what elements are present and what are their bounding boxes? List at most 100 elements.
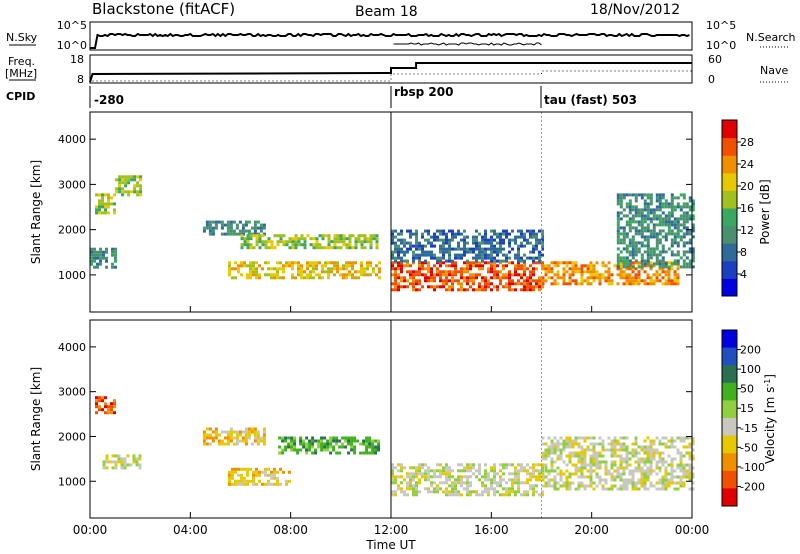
velocity-echo-cell [613,475,617,479]
velocity-echo-cell [529,487,532,491]
noise-search-line [393,42,542,46]
velocity-echo-cell [547,436,551,440]
power-echo-cell [238,220,242,224]
power-echo-cell [445,235,448,239]
power-echo-cell [241,232,245,236]
velocity-echo-cell [526,493,529,497]
velocity-echo-cell [259,439,263,443]
power-echo-cell [646,276,650,280]
power-echo-cell [499,232,502,236]
velocity-echo-cell [244,427,248,431]
power-echo-cell [258,246,262,250]
power-echo-cell [562,261,566,265]
power-echo-cell [532,288,535,292]
velocity-echo-cell [117,460,121,464]
velocity-echo-cell [580,457,584,461]
velocity-echo-cell [646,448,650,452]
velocity-echo-cell [353,439,357,443]
power-echo-cell [463,244,466,248]
power-echo-cell [649,199,653,203]
power-echo-cell [442,250,445,254]
power-echo-cell [538,285,541,289]
power-echo-cell [691,199,695,203]
velocity-echo-cell [499,475,502,479]
power-echo-cell [339,267,342,271]
power-echo-cell [445,250,448,254]
power-echo-cell [685,265,689,269]
beam-title: Beam 18 [355,4,418,20]
power-echo-cell [628,253,632,257]
power-echo-cell [400,232,403,236]
power-echo-cell [646,282,650,286]
power-echo-cell [625,282,629,286]
power-echo-cell [327,243,331,247]
velocity-echo-cell [646,472,650,476]
power-echo-cell [433,232,436,236]
power-echo-cell [267,237,271,241]
power-echo-cell [661,235,665,239]
power-echo-cell [637,220,641,224]
power-echo-cell [354,243,358,247]
velocity-echo-cell [622,460,626,464]
velocity-echo-cell [481,484,484,488]
power-echo-cell [646,205,650,209]
power-echo-cell [622,276,626,280]
velocity-echo-cell [637,457,641,461]
velocity-echo-cell [256,439,260,443]
power-echo-cell [113,202,116,206]
velocity-echo-cell [586,469,590,473]
power-echo-cell [424,276,427,280]
power-echo-cell [538,241,541,245]
power-echo-cell [463,279,466,283]
velocity-echo-cell [649,448,653,452]
velocity-echo-cell [472,490,475,494]
velocity-echo-cell [505,481,508,485]
velocity-echo-cell [505,487,508,491]
velocity-echo-cell [652,454,656,458]
power-echo-cell [363,246,367,250]
power-echo-cell [667,226,671,230]
power-echo-cell [436,235,439,239]
power-echo-cell [472,247,475,251]
power-echo-cell [634,211,638,215]
velocity-echo-cell [264,470,267,474]
velocity-echo-cell [643,460,647,464]
power-echo-cell [354,240,358,244]
velocity-echo-cell [589,442,593,446]
velocity-echo-cell [102,460,106,464]
power-echo-cell [562,276,566,280]
power-echo-cell [541,247,544,251]
power-echo-cell [436,256,439,260]
power-echo-cell [124,184,128,188]
velocity-echo-cell [505,493,508,497]
power-echo-cell [643,259,647,263]
velocity-echo-cell [353,436,357,440]
power-echo-cell [514,264,517,268]
velocity-echo-cell [679,478,683,482]
power-echo-cell [400,285,403,289]
power-echo-cell [592,276,596,280]
power-echo-cell [391,273,394,277]
power-echo-cell [463,253,466,257]
velocity-echo-cell [217,433,221,437]
velocity-echo-cell [619,466,623,470]
velocity-echo-cell [580,475,584,479]
velocity-echo-cell [356,439,360,443]
power-echo-cell [481,276,484,280]
velocity-echo-cell [240,473,243,477]
power-echo-cell [252,234,256,238]
velocity-echo-cell [235,439,239,443]
power-echo-cell [640,232,644,236]
power-echo-cell [520,241,523,245]
power-echo-cell [652,226,656,230]
power-echo-cell [348,234,352,238]
power-echo-cell [246,234,250,238]
velocity-echo-cell [326,445,330,449]
power-echo-cell [442,229,445,233]
power-echo-cell [622,241,626,245]
power-echo-cell [640,244,644,248]
velocity-echo-cell [604,466,608,470]
power-echo-cell [598,276,602,280]
power-echo-cell [463,241,466,245]
power-echo-cell [535,261,538,265]
